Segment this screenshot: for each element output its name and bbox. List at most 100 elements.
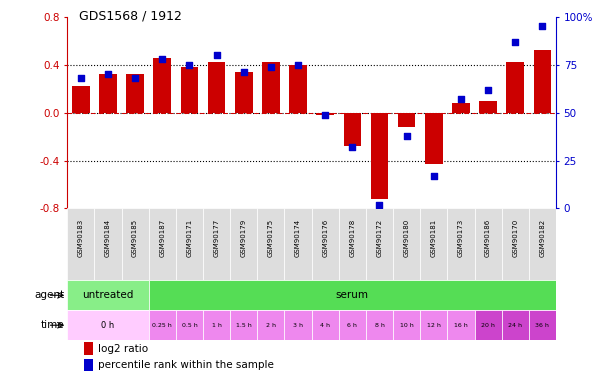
Point [538, 24, 547, 30]
Bar [126, 74, 144, 112]
Bar [289, 65, 307, 112]
Bar [257, 209, 285, 280]
Text: percentile rank within the sample: percentile rank within the sample [98, 360, 273, 370]
Point [103, 71, 113, 77]
Point [375, 202, 384, 208]
Text: 8 h: 8 h [375, 323, 384, 328]
Bar [366, 209, 393, 280]
Text: 0 h: 0 h [101, 321, 115, 330]
Bar [153, 58, 171, 112]
Text: GSM90181: GSM90181 [431, 219, 437, 258]
Point [429, 173, 439, 179]
Text: GDS1568 / 1912: GDS1568 / 1912 [79, 9, 182, 22]
Text: GSM90170: GSM90170 [512, 219, 518, 258]
Bar [452, 103, 470, 112]
Text: 3 h: 3 h [293, 323, 303, 328]
Text: GSM90172: GSM90172 [376, 219, 382, 257]
Bar [72, 86, 90, 112]
Text: GSM90177: GSM90177 [214, 219, 219, 258]
Point [320, 112, 330, 118]
Point [266, 64, 276, 70]
Bar [420, 209, 447, 280]
Bar [285, 310, 312, 340]
Text: GSM90186: GSM90186 [485, 219, 491, 258]
Bar [338, 209, 366, 280]
Text: GSM90175: GSM90175 [268, 219, 274, 257]
Bar [475, 209, 502, 280]
Bar [148, 209, 176, 280]
Bar [148, 280, 556, 310]
Text: 16 h: 16 h [454, 323, 468, 328]
Bar [447, 209, 475, 280]
Bar [230, 209, 257, 280]
Bar [447, 310, 475, 340]
Bar [312, 310, 338, 340]
Point [158, 56, 167, 62]
Point [510, 39, 520, 45]
Text: 2 h: 2 h [266, 323, 276, 328]
Bar [67, 310, 148, 340]
Text: 20 h: 20 h [481, 323, 495, 328]
Point [211, 52, 221, 58]
Bar [230, 310, 257, 340]
Text: GSM90180: GSM90180 [404, 219, 409, 258]
Point [483, 87, 493, 93]
Text: GSM90179: GSM90179 [241, 219, 247, 258]
Bar [84, 342, 93, 355]
Bar [393, 209, 420, 280]
Bar [94, 209, 122, 280]
Text: GSM90182: GSM90182 [540, 219, 546, 257]
Text: serum: serum [336, 290, 369, 300]
Text: GSM90184: GSM90184 [105, 219, 111, 257]
Point [185, 62, 194, 68]
Bar [371, 112, 389, 199]
Bar [338, 310, 366, 340]
Point [130, 75, 140, 81]
Bar [393, 310, 420, 340]
Bar [507, 62, 524, 112]
Text: GSM90183: GSM90183 [78, 219, 84, 258]
Bar [502, 310, 529, 340]
Point [456, 96, 466, 102]
Bar [203, 310, 230, 340]
Bar [176, 310, 203, 340]
Text: GSM90174: GSM90174 [295, 219, 301, 257]
Text: 0.5 h: 0.5 h [181, 323, 197, 328]
Bar [343, 112, 361, 146]
Bar [285, 209, 312, 280]
Text: GSM90187: GSM90187 [159, 219, 165, 258]
Bar [67, 209, 94, 280]
Bar [529, 310, 556, 340]
Bar [533, 50, 551, 112]
Point [402, 133, 412, 139]
Text: 0.25 h: 0.25 h [152, 323, 172, 328]
Bar [398, 112, 415, 127]
Bar [176, 209, 203, 280]
Text: 6 h: 6 h [348, 323, 357, 328]
Text: untreated: untreated [82, 290, 134, 300]
Point [293, 62, 303, 68]
Bar [257, 310, 285, 340]
Bar [529, 209, 556, 280]
Text: GSM90185: GSM90185 [132, 219, 138, 257]
Bar [84, 359, 93, 372]
Bar [122, 209, 148, 280]
Bar [203, 209, 230, 280]
Point [76, 75, 86, 81]
Bar [366, 310, 393, 340]
Text: time: time [41, 320, 65, 330]
Text: GSM90178: GSM90178 [349, 219, 356, 258]
Bar [99, 74, 117, 112]
Bar [420, 310, 447, 340]
Bar [316, 112, 334, 115]
Bar [425, 112, 442, 164]
Text: 12 h: 12 h [427, 323, 441, 328]
Bar [67, 280, 148, 310]
Point [239, 69, 249, 75]
Text: 36 h: 36 h [535, 323, 549, 328]
Bar [479, 101, 497, 112]
Point [348, 144, 357, 150]
Text: 24 h: 24 h [508, 323, 522, 328]
Bar [208, 62, 225, 112]
Text: 1 h: 1 h [211, 323, 222, 328]
